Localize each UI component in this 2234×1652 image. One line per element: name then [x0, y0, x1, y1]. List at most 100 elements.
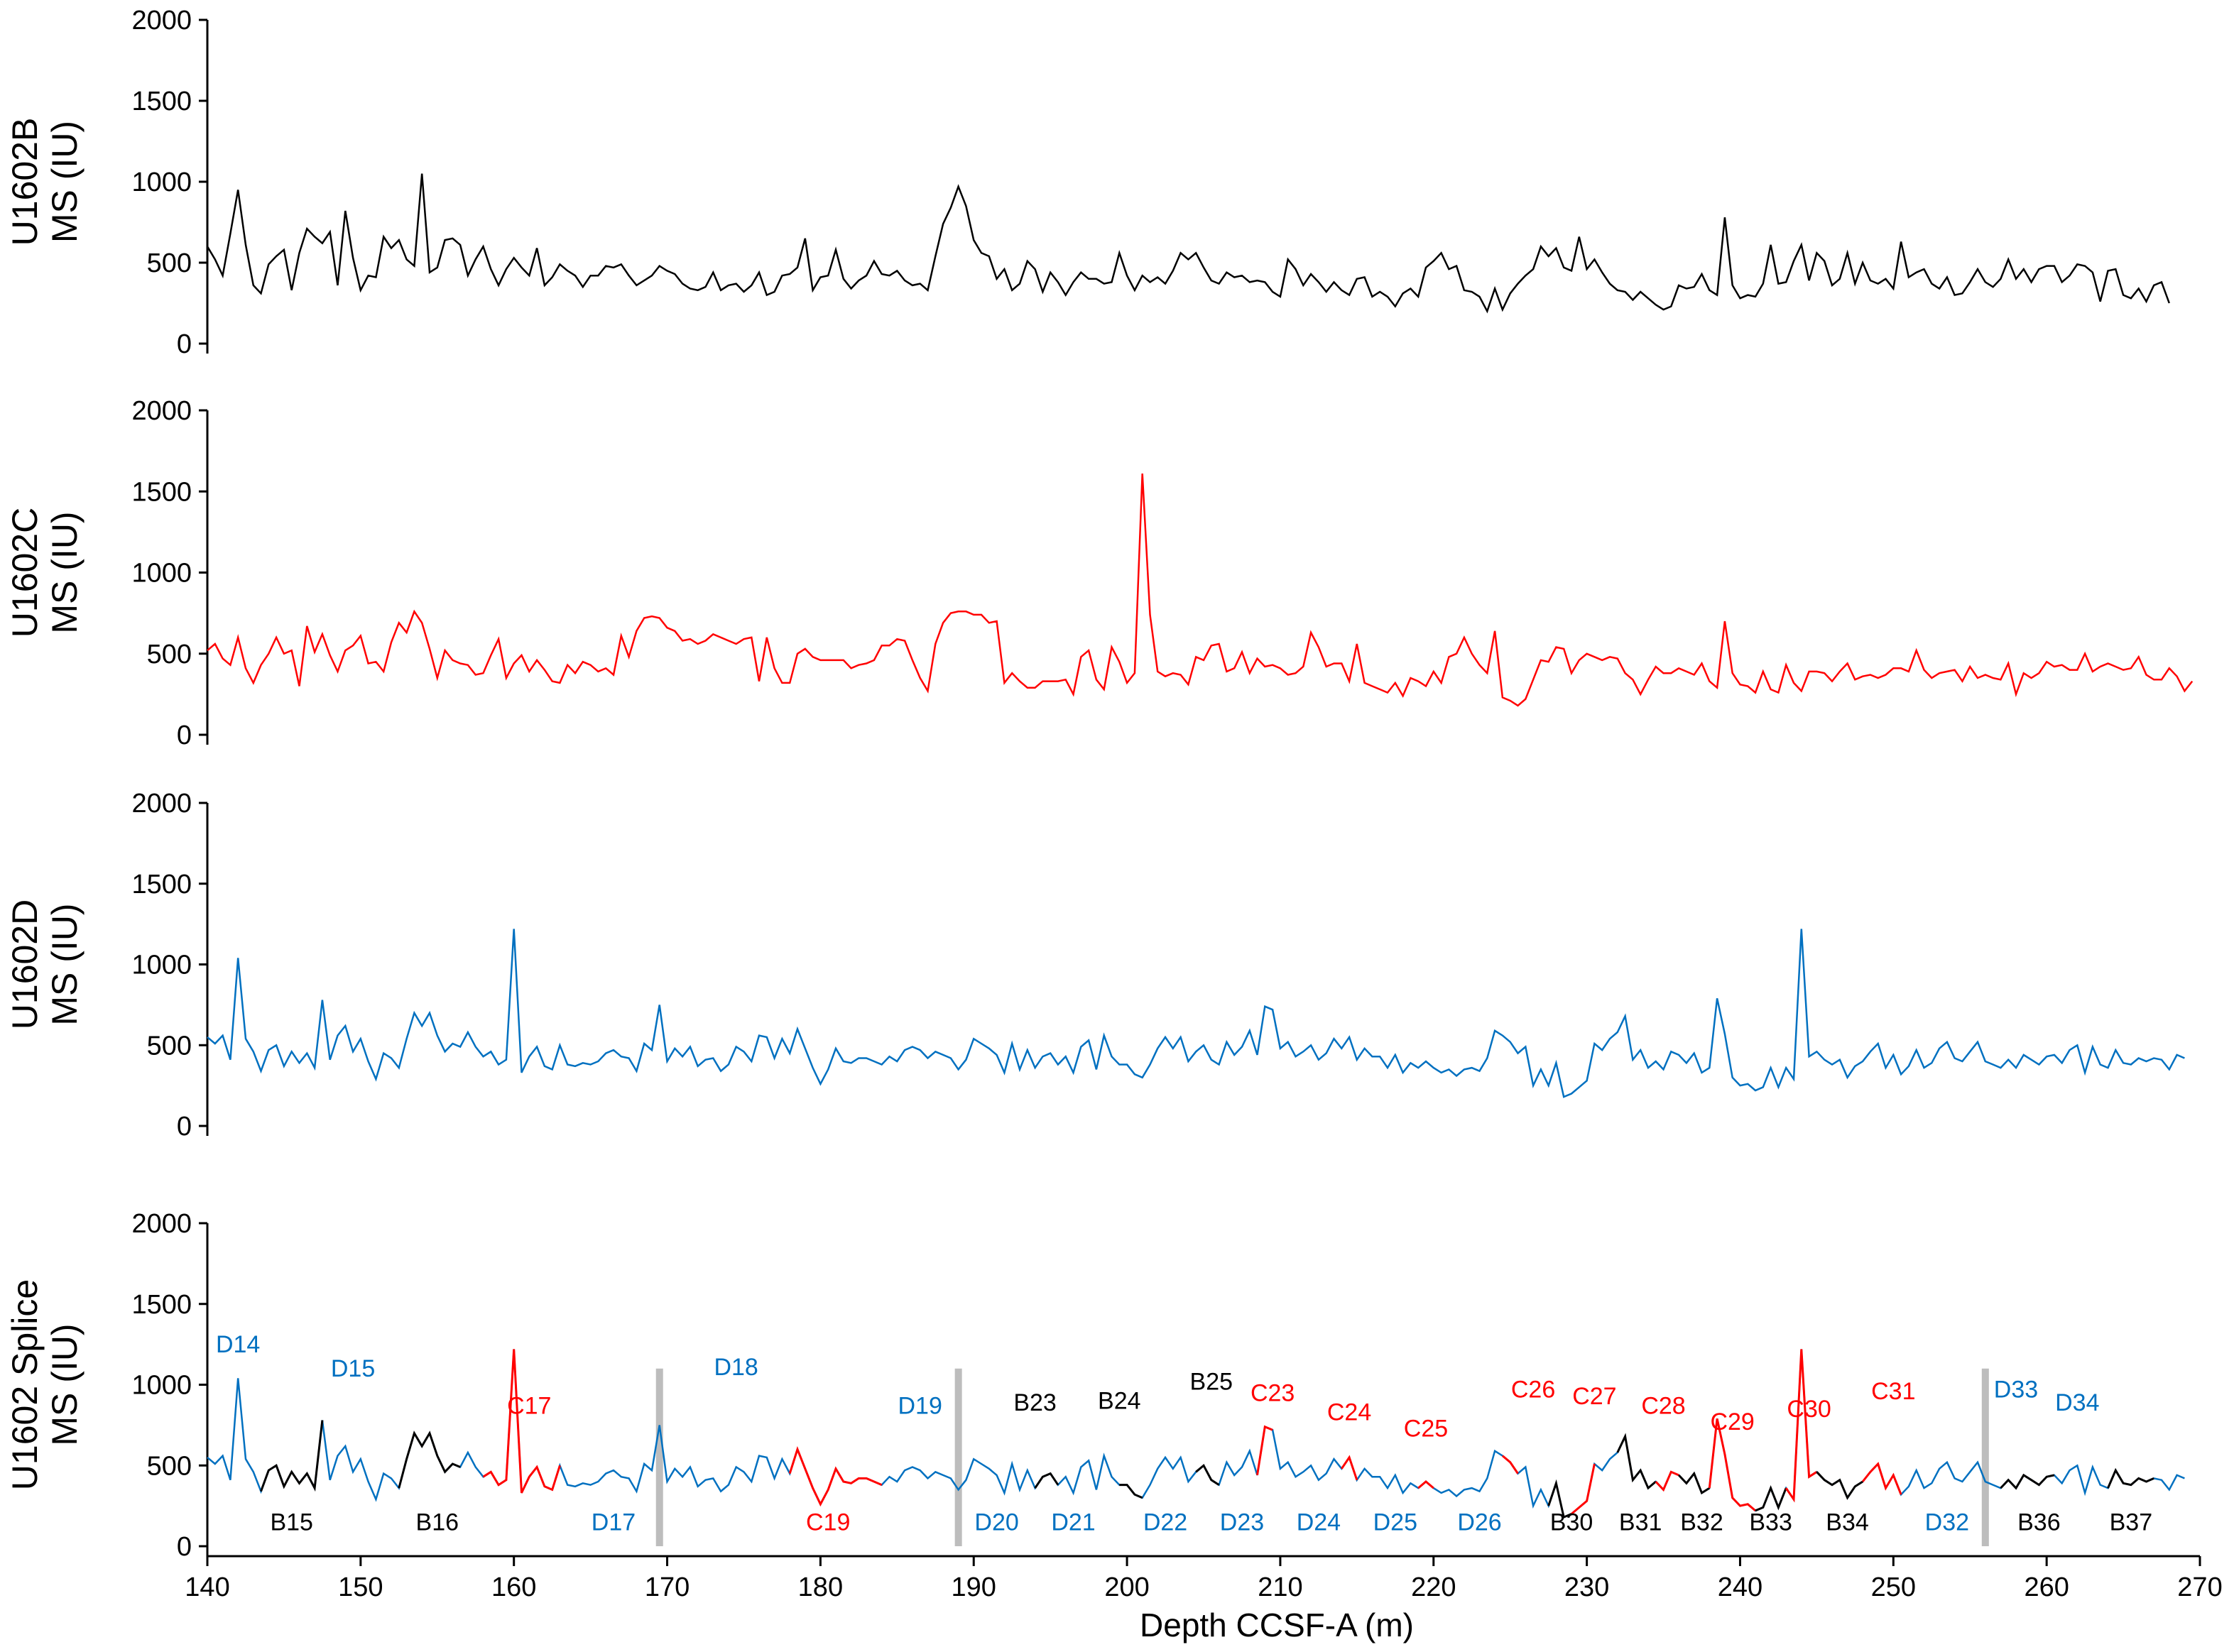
core-label: B36: [2017, 1509, 2061, 1536]
core-label: B24: [1098, 1388, 1141, 1415]
core-label: D26: [1457, 1509, 1501, 1536]
splice-segment: [1708, 1418, 1756, 1512]
splice-segment: [1816, 1471, 1863, 1500]
core-label: D23: [1220, 1509, 1264, 1536]
y-tick-label: 1000: [131, 1371, 192, 1401]
y-tick-label: 1500: [131, 87, 192, 116]
x-tick-label: 220: [1411, 1572, 1456, 1602]
series-line: [207, 474, 2194, 707]
y-tick-label: 1500: [131, 1290, 192, 1320]
y-axis-title-line: MS (IU): [45, 511, 85, 633]
core-label: D32: [1925, 1509, 1969, 1536]
splice-segment: [1571, 1463, 1596, 1515]
core-label: D24: [1297, 1509, 1341, 1536]
core-label: B33: [1749, 1509, 1792, 1536]
splice-segment: [1678, 1471, 1711, 1495]
y-tick-label: 500: [147, 1451, 192, 1481]
x-tick-label: 160: [491, 1572, 536, 1602]
y-tick-label: 1000: [131, 951, 192, 980]
core-label: C25: [1404, 1415, 1448, 1442]
core-label: C24: [1327, 1399, 1371, 1426]
core-label: B37: [2110, 1509, 2153, 1536]
y-axis-title-line: MS (IU): [45, 1323, 85, 1445]
x-tick-label: 150: [338, 1572, 383, 1602]
core-label: B25: [1190, 1368, 1233, 1395]
splice-segment: [1861, 1462, 1902, 1495]
splice-segment: [1547, 1479, 1572, 1519]
splice-segment: [1119, 1484, 1143, 1499]
y-tick-label: 1500: [131, 477, 192, 507]
core-label: C27: [1572, 1383, 1616, 1410]
splice-segment: [1501, 1455, 1519, 1475]
y-tick-label: 2000: [131, 1209, 192, 1239]
x-tick-label: 260: [2024, 1572, 2069, 1602]
splice-segment: [1034, 1472, 1059, 1489]
y-axis-title-line: U1602C: [5, 508, 45, 638]
core-label: D20: [974, 1509, 1018, 1536]
x-tick-label: 170: [645, 1572, 690, 1602]
y-tick-label: 0: [177, 1112, 192, 1142]
y-axis-title-line: U1602D: [5, 899, 45, 1029]
y-tick-label: 500: [147, 248, 192, 278]
core-label: C23: [1251, 1379, 1295, 1406]
y-axis-title-line: U1602B: [5, 118, 45, 246]
x-tick-label: 240: [1718, 1572, 1762, 1602]
series-line: [207, 929, 2185, 1098]
x-tick-label: 180: [798, 1572, 843, 1602]
core-label: D18: [714, 1354, 758, 1381]
core-label: D14: [216, 1331, 260, 1358]
x-tick-label: 210: [1258, 1572, 1302, 1602]
core-label: C17: [507, 1392, 551, 1419]
core-label: B30: [1550, 1509, 1593, 1536]
core-label: D22: [1143, 1509, 1187, 1536]
splice-segment: [1655, 1470, 1679, 1492]
splice-segment: [1616, 1433, 1657, 1490]
core-label: B34: [1826, 1509, 1869, 1536]
core-label: D33: [1994, 1377, 2038, 1404]
splice-segment: [1755, 1485, 1787, 1512]
y-tick-label: 1000: [131, 168, 192, 197]
y-tick-label: 0: [177, 1532, 192, 1562]
splice-segment: [1785, 1349, 1818, 1503]
x-axis-title: Depth CCSF-A (m): [1140, 1607, 1414, 1643]
x-tick-label: 140: [185, 1572, 229, 1602]
splice-segment: [788, 1446, 883, 1507]
core-label: D19: [898, 1392, 942, 1419]
splice-segment: [398, 1431, 461, 1489]
y-tick-label: 500: [147, 640, 192, 669]
y-tick-label: 0: [177, 721, 192, 750]
core-label: D21: [1051, 1509, 1095, 1536]
splice-segment: [1417, 1480, 1434, 1489]
core-label: D34: [2055, 1389, 2099, 1416]
core-label: B32: [1680, 1509, 1723, 1536]
core-label: C31: [1871, 1378, 1915, 1405]
y-tick-label: 0: [177, 329, 192, 359]
core-label: C29: [1710, 1408, 1754, 1435]
core-label: B31: [1619, 1509, 1662, 1536]
y-axis-title-line: U1602 Splice: [5, 1279, 45, 1490]
y-axis-title-line: MS (IU): [45, 121, 85, 243]
core-label: B15: [270, 1509, 313, 1536]
y-tick-label: 1500: [131, 870, 192, 899]
core-label: D17: [592, 1509, 636, 1536]
core-label: C30: [1787, 1396, 1831, 1423]
x-tick-label: 270: [2177, 1572, 2222, 1602]
y-tick-label: 2000: [131, 789, 192, 819]
splice-segment: [2000, 1473, 2055, 1490]
splice-segment: [2107, 1467, 2154, 1489]
splice-segment: [1256, 1425, 1273, 1476]
splice-segment: [260, 1420, 324, 1492]
y-tick-label: 1000: [131, 559, 192, 589]
core-label: B16: [416, 1509, 459, 1536]
splice-segment: [482, 1349, 561, 1494]
x-tick-label: 190: [952, 1572, 996, 1602]
x-tick-label: 230: [1564, 1572, 1609, 1602]
y-tick-label: 2000: [131, 396, 192, 426]
y-tick-label: 500: [147, 1031, 192, 1061]
core-label: C28: [1641, 1392, 1685, 1419]
y-tick-label: 2000: [131, 6, 192, 35]
x-tick-label: 250: [1871, 1572, 1916, 1602]
x-tick-label: 200: [1104, 1572, 1149, 1602]
core-label: C19: [806, 1509, 850, 1536]
